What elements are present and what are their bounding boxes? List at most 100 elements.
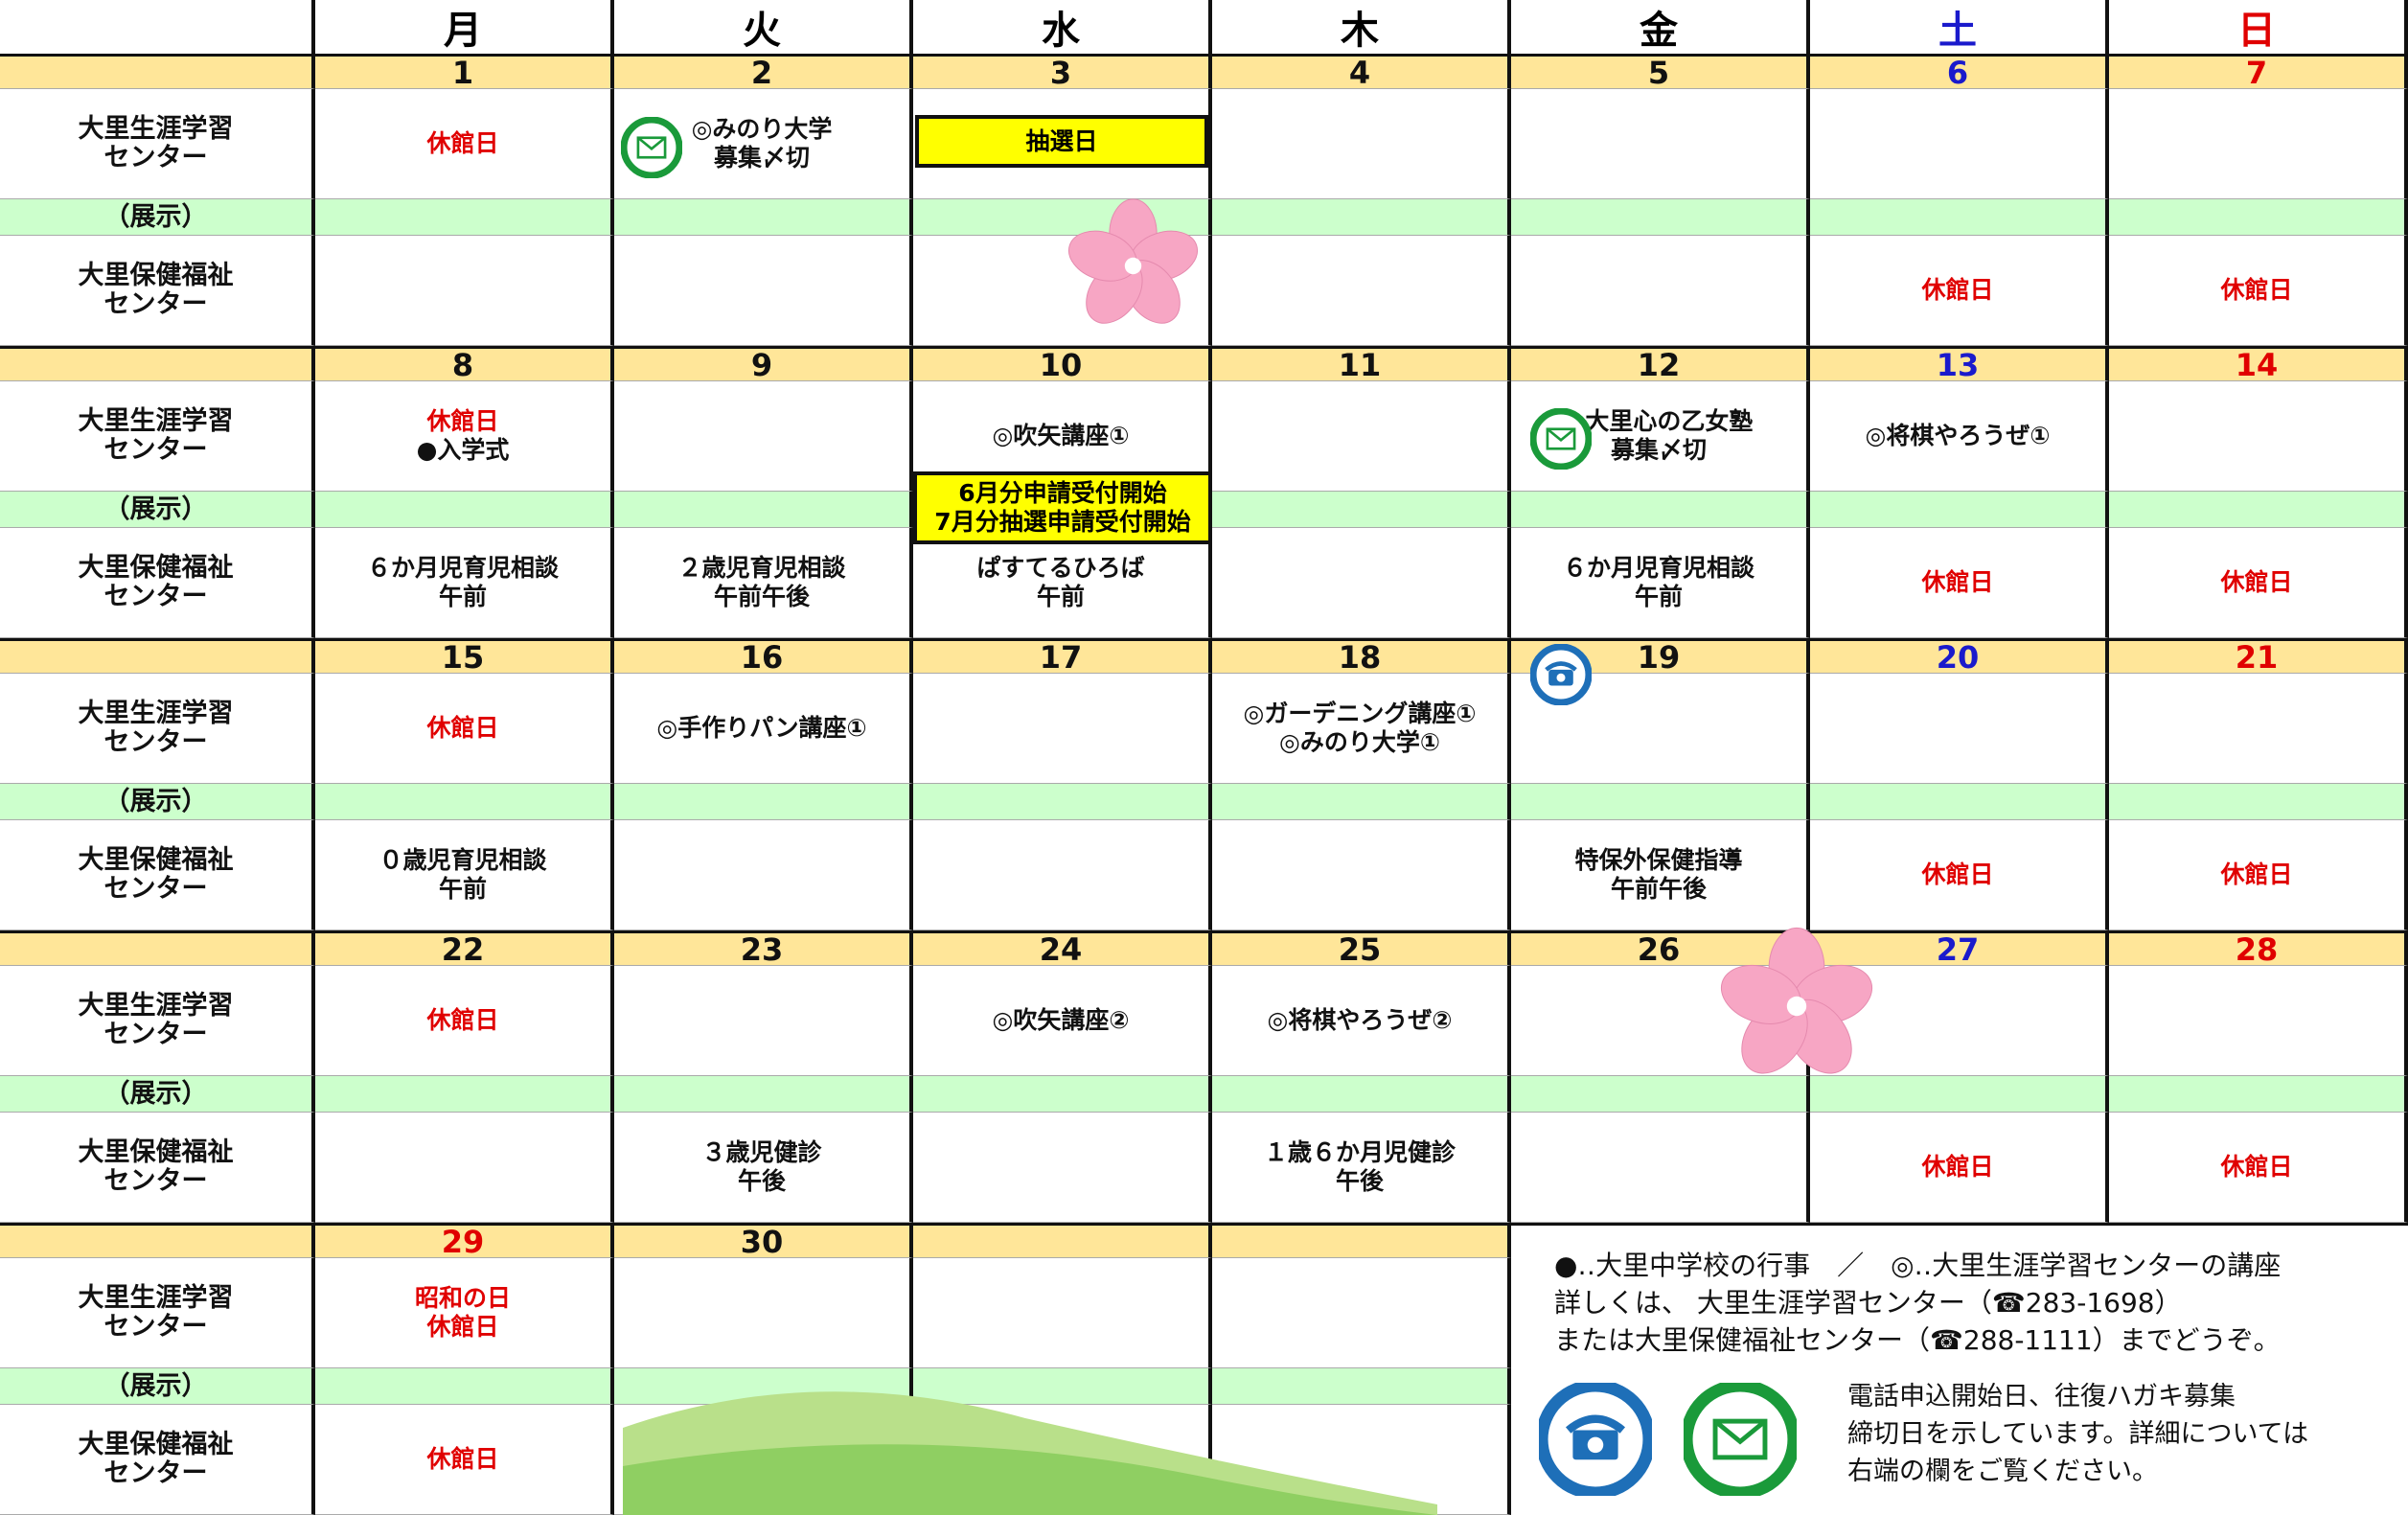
row-label: 大里生涯学習 センター	[0, 966, 315, 1076]
legend-panel	[1511, 1223, 2408, 1515]
cell-text: 休館日	[2220, 1153, 2293, 1181]
date-cell: 20	[1810, 638, 2109, 674]
cell-text: センター	[103, 1020, 208, 1049]
exhibit-cell	[1511, 199, 1810, 236]
cell-text: ３歳児健診	[701, 1138, 822, 1166]
cell-text: 大里保健福祉	[78, 1137, 234, 1167]
weekday: 土	[1810, 0, 2109, 54]
date-cell: 24	[913, 930, 1212, 966]
center-cell: ◎吹矢講座②	[913, 966, 1212, 1076]
weekday: 月	[315, 0, 614, 54]
cell-text: 午前	[1036, 583, 1085, 610]
center-cell: 昭和の日 休館日	[315, 1258, 614, 1368]
cell-text: 休館日	[1921, 1153, 1994, 1181]
date-label-cell	[0, 930, 315, 966]
date-cell: 30	[614, 1223, 913, 1258]
date-cell: 2	[614, 54, 913, 89]
exhibit-cell	[1810, 492, 2109, 528]
exhibit-cell	[315, 1076, 614, 1113]
row-label: 大里保健福祉 センター	[0, 1113, 315, 1223]
cell-text: 大里生涯学習	[78, 1283, 234, 1313]
cell-text: 大里生涯学習	[78, 114, 234, 144]
cell-text: ◎大里心の乙女塾	[1564, 407, 1754, 435]
cell-text: ◎みのり大学①	[1279, 728, 1440, 756]
cell-text: 大里保健福祉	[78, 845, 234, 875]
health-cell	[1212, 528, 1511, 638]
center-cell	[614, 966, 913, 1076]
center-cell: ◎みのり大学 募集〆切	[614, 89, 913, 199]
center-cell: 休館日	[315, 966, 614, 1076]
row-label: （展示）	[0, 784, 315, 820]
legend-note: 右端の欄をご覧ください。	[1847, 1457, 2158, 1486]
cell-text: センター	[103, 874, 208, 904]
cell-text: （展示）	[103, 201, 208, 232]
notice-box: 抽選日	[915, 115, 1208, 168]
mail-icon	[621, 117, 682, 178]
exhibit-cell	[1511, 492, 1810, 528]
exhibit-cell	[614, 784, 913, 820]
exhibit-cell	[1810, 1076, 2109, 1113]
center-cell: ◎将棋やろうぜ②	[1212, 966, 1511, 1076]
cell-text: ６か月児育児相談	[366, 554, 559, 582]
cell-text: 大里生涯学習	[78, 699, 234, 728]
health-cell: 休館日	[2109, 1113, 2408, 1223]
date-cell: 14	[2109, 346, 2408, 381]
date-cell: 23	[614, 930, 913, 966]
center-cell	[913, 89, 1212, 199]
health-cell: ０歳児育児相談 午前	[315, 820, 614, 930]
center-cell: 休館日 ●入学式	[315, 381, 614, 492]
exhibit-cell	[913, 199, 1212, 236]
date-cell: 29	[315, 1223, 614, 1258]
date-cell: 21	[2109, 638, 2408, 674]
cell-text: （展示）	[103, 494, 208, 524]
date-cell: 18	[1212, 638, 1511, 674]
exhibit-cell	[1212, 784, 1511, 820]
health-cell: ３歳児健診 午後	[614, 1113, 913, 1223]
date-cell	[913, 1223, 1212, 1258]
center-cell: ◎大里心の乙女塾 募集〆切	[1511, 381, 1810, 492]
phone-icon	[1530, 644, 1592, 705]
center-cell	[1810, 674, 2109, 784]
weekday: 金	[1511, 0, 1810, 54]
cell-text: 休館日	[426, 129, 499, 157]
cell-text: ●入学式	[416, 436, 510, 464]
row-label: 大里生涯学習 センター	[0, 1258, 315, 1368]
cell-text: 休館日	[426, 1313, 499, 1341]
exhibit-cell	[2109, 492, 2408, 528]
cell-text: 午前午後	[1610, 875, 1707, 903]
cell-text: 6月分申請受付開始	[958, 479, 1167, 507]
exhibit-cell	[614, 1076, 913, 1113]
cell-text: 休館日	[426, 714, 499, 742]
cell-text: 午前午後	[713, 583, 810, 610]
date-label-cell	[0, 346, 315, 381]
health-cell: 休館日	[1810, 528, 2109, 638]
cell-text: 特保外保健指導	[1574, 846, 1743, 874]
mail-icon	[1530, 408, 1592, 470]
cell-text: センター	[103, 1166, 208, 1196]
date-cell: 4	[1212, 54, 1511, 89]
cell-text: （展示）	[103, 1078, 208, 1109]
legend-note: 締切日を示しています。詳細については	[1847, 1419, 2309, 1449]
exhibit-cell	[2109, 784, 2408, 820]
weekday: 木	[1212, 0, 1511, 54]
health-cell	[315, 236, 614, 346]
cell-text: センター	[103, 727, 208, 757]
date-cell: 3	[913, 54, 1212, 89]
cell-text: 大里保健福祉	[78, 553, 234, 583]
date-cell: 6	[1810, 54, 2109, 89]
exhibit-cell	[2109, 1076, 2408, 1113]
center-cell: ◎ガーデニング講座① ◎みのり大学①	[1212, 674, 1511, 784]
legend-line: ●‥大里中学校の行事 ／ ◎‥大里生涯学習センターの講座	[1554, 1250, 2282, 1281]
flower-illustration	[1067, 198, 1199, 324]
health-cell: ６か月児育児相談 午前	[315, 528, 614, 638]
health-cell	[1511, 1113, 1810, 1223]
health-cell: ２歳児育児相談 午前午後	[614, 528, 913, 638]
center-cell	[2109, 89, 2408, 199]
date-cell: 8	[315, 346, 614, 381]
cell-text: 午前	[438, 875, 487, 903]
row-label: （展示）	[0, 1368, 315, 1405]
date-cell: 11	[1212, 346, 1511, 381]
center-cell	[1511, 674, 1810, 784]
date-cell: 25	[1212, 930, 1511, 966]
cell-text: 抽選日	[1025, 126, 1098, 155]
